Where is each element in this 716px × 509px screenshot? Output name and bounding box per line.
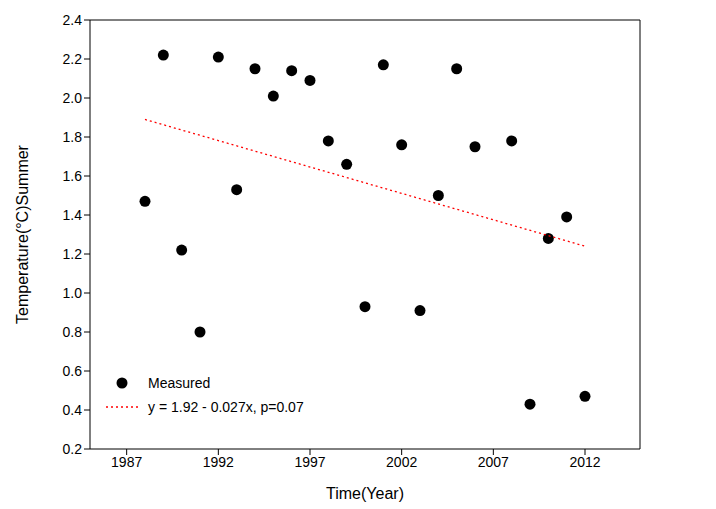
svg-text:2.0: 2.0 [63, 90, 83, 106]
svg-text:Temperature(°C)Summer: Temperature(°C)Summer [14, 144, 31, 324]
svg-text:1987: 1987 [111, 454, 142, 470]
svg-text:1.6: 1.6 [63, 168, 83, 184]
svg-text:0.8: 0.8 [63, 324, 83, 340]
svg-text:2002: 2002 [386, 454, 417, 470]
svg-text:1.0: 1.0 [63, 285, 83, 301]
svg-text:1.4: 1.4 [63, 207, 83, 223]
svg-text:0.6: 0.6 [63, 363, 83, 379]
svg-text:2012: 2012 [569, 454, 600, 470]
svg-text:0.4: 0.4 [63, 402, 83, 418]
html-text:y = 1.92 - 0.027x, p=0.07: y = 1.92 - 0.027x, p=0.07 [148, 399, 304, 415]
svg-text:1992: 1992 [203, 454, 234, 470]
svg-text:Time(Year): Time(Year) [326, 485, 404, 502]
svg-text:1.2: 1.2 [63, 246, 83, 262]
svg-text:1.8: 1.8 [63, 129, 83, 145]
svg-text:2007: 2007 [478, 454, 509, 470]
svg-text:2.2: 2.2 [63, 51, 83, 67]
svg-text:2.4: 2.4 [63, 12, 83, 28]
svg-text:0.2: 0.2 [63, 441, 83, 457]
html-text:Measured: Measured [148, 375, 211, 391]
svg-text:1997: 1997 [294, 454, 325, 470]
